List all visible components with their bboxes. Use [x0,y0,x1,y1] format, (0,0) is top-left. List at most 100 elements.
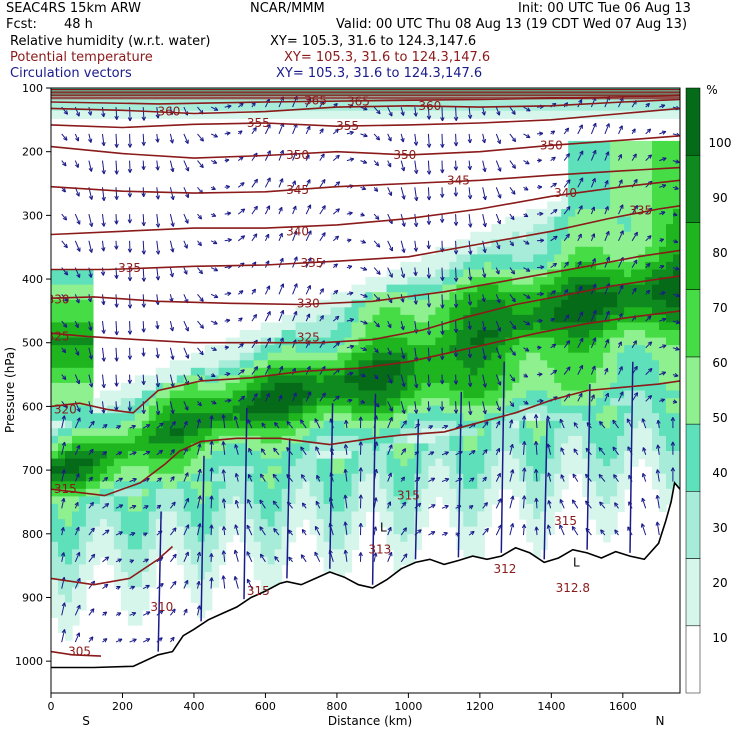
circulation-vector [414,214,417,227]
humidity-cell [477,337,485,346]
vector-arrowhead [238,317,243,322]
circulation-vector [427,133,430,148]
humidity-cell [267,511,276,520]
humidity-cell [631,277,639,286]
humidity-cell [351,534,360,543]
humidity-cell [659,171,667,180]
humidity-cell [358,443,367,452]
humidity-cell [386,496,395,505]
humidity-cell [218,466,227,475]
humidity-cell [428,413,436,422]
humidity-cell [449,314,457,324]
humidity-cell [582,488,590,497]
humidity-cell [659,352,667,361]
vector-arrowhead [363,320,368,325]
humidity-cell [442,420,450,429]
humidity-cell [288,443,297,452]
humidity-cell [225,95,234,104]
humidity-cell [456,110,464,119]
humidity-cell [344,413,353,422]
circulation-vector [468,133,471,144]
humidity-cell [309,95,318,104]
humidity-cell [659,390,667,399]
humidity-cell [204,420,213,429]
humidity-cell [659,246,667,255]
vector-arrowhead [467,353,473,358]
circulation-vector [170,501,176,509]
humidity-cell [246,345,255,354]
vector-arrowhead [102,451,108,456]
humidity-cell [470,473,478,482]
circulation-vector [292,256,298,268]
humidity-cell [58,526,66,535]
humidity-cell [491,345,499,354]
vector-arrowhead [221,550,227,555]
humidity-cell [645,382,653,392]
humidity-cell [148,526,157,535]
humidity-cell [190,103,199,112]
circulation-vector [482,267,486,278]
humidity-cell [414,307,422,316]
circulation-vector [156,422,164,429]
circulation-vector [88,347,93,360]
humidity-cell [162,443,171,452]
humidity-cell [610,360,618,369]
humidity-cell [645,451,653,460]
circulation-vector [223,550,226,562]
humidity-cell [561,481,569,490]
humidity-cell [65,496,73,505]
humidity-cell [190,541,199,550]
circulation-vector [455,321,457,333]
humidity-cell [575,277,583,286]
humidity-cell [351,95,360,104]
humidity-cell [582,360,590,369]
humidity-cell [316,451,325,460]
humidity-cell [666,284,674,293]
humidity-cell [386,435,395,445]
humidity-cell [127,473,136,482]
humidity-cell [610,171,618,180]
humidity-cell [51,526,59,535]
humidity-cell [666,481,674,490]
humidity-cell [253,458,262,467]
humidity-cell [337,367,346,376]
humidity-cell [519,246,527,255]
humidity-cell [162,110,171,119]
humidity-cell [176,443,185,452]
humidity-cell [127,488,136,497]
humidity-cell [155,420,164,429]
humidity-cell [505,277,513,286]
humidity-cell [281,337,290,346]
vector-arrowhead [132,638,137,643]
humidity-cell [211,488,220,497]
humidity-cell [337,292,346,301]
humidity-cell [183,519,192,528]
humidity-cell [449,405,457,414]
vector-arrowhead [127,277,133,282]
vector-arrowhead [233,415,238,421]
humidity-cell [554,496,562,505]
humidity-cell [176,110,185,119]
humidity-cell [72,284,80,293]
humidity-cell [323,481,332,490]
humidity-cell [414,519,422,528]
humidity-cell [645,201,653,210]
vector-arrowhead [102,638,108,643]
humidity-cell [393,420,402,429]
humidity-cell [407,261,415,271]
humidity-cell [239,519,248,528]
circulation-vector [455,267,457,282]
vector-arrowhead [260,448,266,453]
humidity-cell [197,526,206,535]
humidity-cell [435,488,443,497]
circulation-vector [74,445,81,456]
circulation-vector [183,472,189,482]
circulation-vector [235,473,239,482]
humidity-cell [372,345,381,354]
humidity-cell [624,413,632,422]
vector-arrowhead [426,220,432,225]
vector-arrowhead [89,222,94,228]
humidity-cell [512,314,520,324]
humidity-cell [176,375,185,384]
humidity-cell [442,261,450,271]
